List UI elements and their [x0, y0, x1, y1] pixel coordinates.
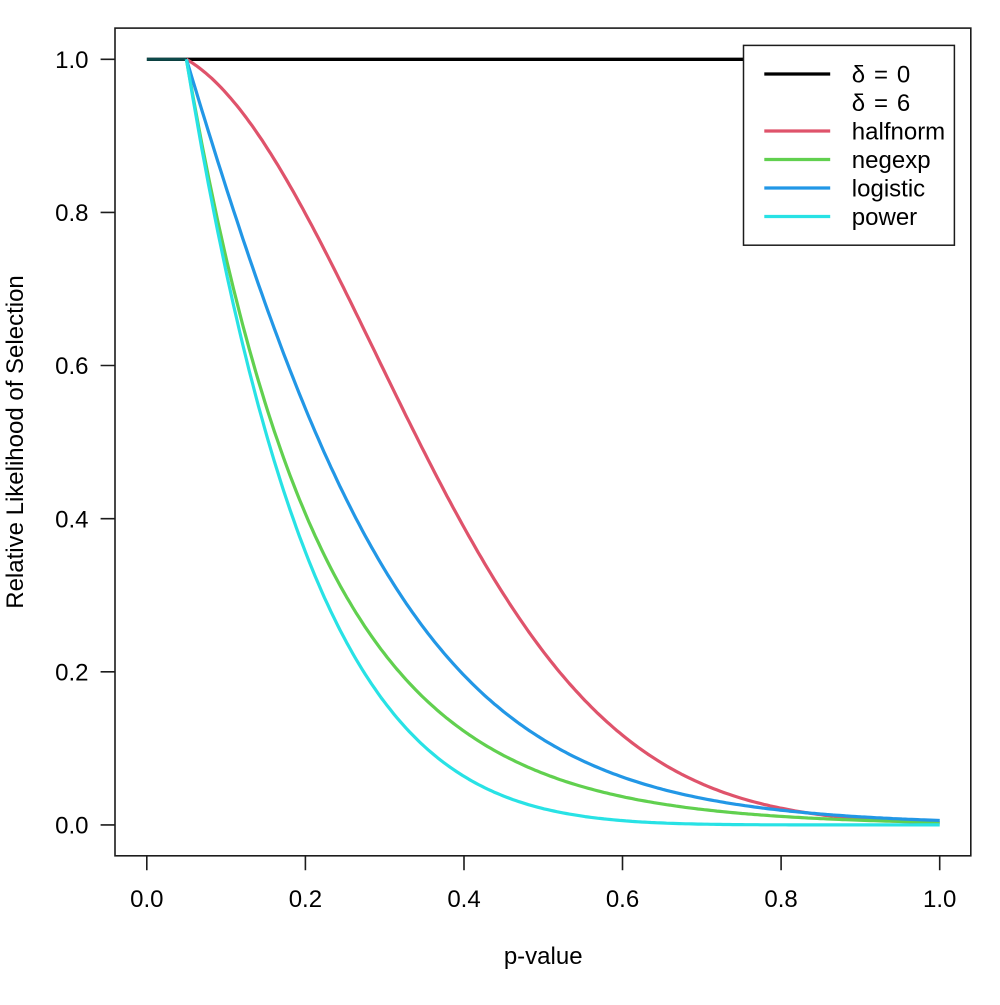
- svg-text:δ = 6: δ = 6: [852, 90, 912, 117]
- svg-text:0.6: 0.6: [55, 353, 88, 380]
- svg-text:1.0: 1.0: [923, 886, 956, 913]
- svg-text:δ = 0: δ = 0: [852, 62, 912, 89]
- svg-text:Relative Likelihood of Selecti: Relative Likelihood of Selection: [2, 275, 29, 609]
- svg-text:0.8: 0.8: [764, 886, 797, 913]
- svg-text:0.0: 0.0: [55, 813, 88, 840]
- svg-text:negexp: negexp: [852, 147, 931, 174]
- svg-text:0.8: 0.8: [55, 200, 88, 227]
- svg-text:1.0: 1.0: [55, 47, 88, 74]
- svg-text:0.4: 0.4: [55, 506, 88, 533]
- svg-text:logistic: logistic: [852, 176, 925, 203]
- svg-text:p-value: p-value: [504, 943, 583, 970]
- svg-text:0.6: 0.6: [606, 886, 639, 913]
- svg-text:0.4: 0.4: [447, 886, 480, 913]
- svg-text:0.0: 0.0: [130, 886, 163, 913]
- svg-text:power: power: [852, 204, 917, 231]
- svg-text:0.2: 0.2: [289, 886, 322, 913]
- svg-text:halfnorm: halfnorm: [852, 119, 945, 146]
- svg-text:0.2: 0.2: [55, 659, 88, 686]
